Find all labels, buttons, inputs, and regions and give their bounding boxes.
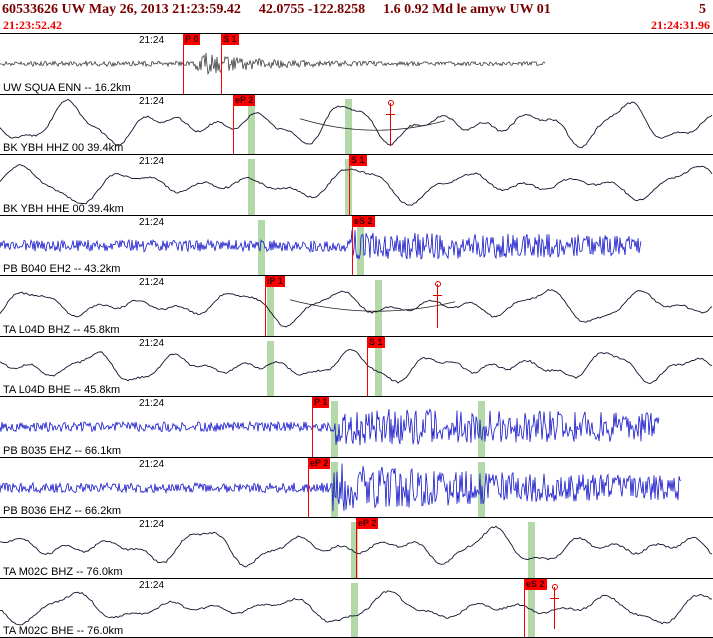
phase-pick-marker[interactable]: S 1 bbox=[349, 155, 367, 215]
time-range-bar: 21:23:52.42 21:24:31.96 bbox=[0, 19, 713, 33]
phase-pick-label: eP 2 bbox=[308, 457, 331, 469]
station-label: TA L04D BHZ -- 45.8km bbox=[3, 323, 120, 336]
phase-pick-marker[interactable]: eP 2 bbox=[308, 457, 331, 517]
time-tick-label: 21:24 bbox=[139, 579, 165, 591]
phase-pick-label: S 1 bbox=[221, 34, 239, 45]
event-count: 5 bbox=[699, 2, 706, 17]
station-label: BK YBH HHE 00 39.4km bbox=[3, 202, 124, 215]
trace-panel[interactable]: 21:24 PB B035 EHZ -- 66.1km P 1 bbox=[0, 396, 713, 457]
predicted-arrival-band bbox=[375, 340, 382, 396]
phase-pick-marker[interactable]: S 1 bbox=[221, 34, 239, 94]
phase-pick-label: eS 2 bbox=[524, 578, 547, 590]
predicted-arrival-band bbox=[267, 280, 274, 336]
time-tick-label: 21:24 bbox=[139, 35, 165, 46]
station-label: BK YBH HHZ 00 39.4km bbox=[3, 142, 124, 154]
predicted-arrival-band bbox=[258, 219, 265, 275]
time-tick-label: 21:24 bbox=[139, 398, 165, 409]
time-tick-label: 21:24 bbox=[139, 337, 165, 349]
phase-pick-marker[interactable]: P 1 bbox=[312, 397, 330, 457]
station-label: PB B036 EHZ -- 66.2km bbox=[3, 505, 121, 517]
predicted-arrival-band bbox=[478, 401, 485, 457]
phase-pick-label: S 1 bbox=[349, 155, 367, 166]
amplitude-mark[interactable] bbox=[433, 281, 442, 328]
station-label: TA M02C BHE -- 76.0km bbox=[3, 625, 124, 637]
time-tick-label: 21:24 bbox=[139, 216, 165, 228]
window-start-time: 21:23:52.42 bbox=[3, 18, 62, 32]
trace-panel[interactable]: 21:24 BK YBH HHE 00 39.4km S 1 bbox=[0, 154, 713, 215]
seismogram-waveform[interactable] bbox=[0, 155, 713, 215]
trace-panel[interactable]: 21:24 PB B036 EHZ -- 66.2km eP 2 bbox=[0, 456, 713, 518]
phase-pick-marker[interactable]: P 0 bbox=[183, 34, 201, 94]
seismogram-waveform[interactable] bbox=[0, 216, 713, 276]
time-tick-label: 21:24 bbox=[139, 519, 165, 530]
predicted-arrival-band bbox=[345, 159, 352, 215]
event-header: 60533626 UW May 26, 2013 21:23:59.42 42.… bbox=[0, 0, 713, 19]
time-tick-label: 21:24 bbox=[139, 156, 165, 167]
time-tick-label: 21:24 bbox=[139, 458, 165, 470]
seismogram-waveform[interactable] bbox=[0, 579, 713, 638]
predicted-arrival-band bbox=[351, 582, 358, 637]
seismogram-waveform[interactable] bbox=[0, 276, 713, 336]
event-summary: 60533626 UW May 26, 2013 21:23:59.42 bbox=[2, 2, 241, 17]
trace-panels: 21:24 UW SQUA ENN -- 16.2km P 0 S 1 21:24… bbox=[0, 33, 713, 638]
station-label: UW SQUA ENN -- 16.2km bbox=[3, 81, 131, 94]
time-tick-label: 21:24 bbox=[139, 277, 165, 288]
predicted-arrival-band bbox=[248, 159, 255, 215]
trace-panel[interactable]: 21:24 TA L04D BHZ -- 45.8km iP 1 bbox=[0, 275, 713, 336]
trace-panel[interactable]: 21:24 TA M02C BHZ -- 76.0km eP 2 bbox=[0, 517, 713, 578]
trace-panel[interactable]: 21:24 TA M02C BHE -- 76.0km eS 2 bbox=[0, 577, 713, 638]
seismogram-waveform[interactable] bbox=[0, 34, 713, 94]
trace-panel[interactable]: 21:24 PB B040 EH2 -- 43.2km eS 2 bbox=[0, 214, 713, 276]
predicted-arrival-band bbox=[267, 340, 274, 396]
predicted-arrival-band bbox=[528, 582, 535, 637]
seismogram-waveform[interactable] bbox=[0, 95, 713, 155]
station-label: TA M02C BHZ -- 76.0km bbox=[3, 565, 123, 578]
phase-pick-label: eP 2 bbox=[356, 518, 379, 529]
trace-panel[interactable]: 21:24 TA L04D BHE -- 45.8km S 1 bbox=[0, 335, 713, 397]
phase-pick-label: P 1 bbox=[312, 397, 330, 408]
phase-pick-label: iP 1 bbox=[265, 276, 285, 287]
phase-pick-marker[interactable]: eP 2 bbox=[356, 518, 379, 578]
predicted-arrival-band bbox=[248, 98, 255, 154]
seismogram-waveform[interactable] bbox=[0, 337, 713, 397]
predicted-arrival-band bbox=[351, 522, 358, 578]
station-label: PB B035 EHZ -- 66.1km bbox=[3, 444, 121, 457]
station-label: TA L04D BHE -- 45.8km bbox=[3, 384, 121, 396]
phase-pick-label: P 0 bbox=[183, 34, 201, 45]
trace-panel[interactable]: 21:24 UW SQUA ENN -- 16.2km P 0 S 1 bbox=[0, 33, 713, 94]
event-magnitude-info: 1.6 0.92 Md le amyw UW 01 bbox=[383, 2, 551, 17]
predicted-arrival-band bbox=[528, 522, 535, 578]
predicted-arrival-band bbox=[375, 280, 382, 336]
phase-pick-label: eP 2 bbox=[233, 94, 256, 106]
phase-pick-marker[interactable]: eP 2 bbox=[233, 94, 256, 154]
phase-pick-marker[interactable]: S 1 bbox=[367, 336, 385, 396]
trace-panel[interactable]: 21:24 BK YBH HHZ 00 39.4km eP 2 bbox=[0, 93, 713, 155]
seismogram-waveform[interactable] bbox=[0, 458, 713, 518]
phase-pick-marker[interactable]: iP 1 bbox=[265, 276, 285, 336]
amplitude-mark[interactable] bbox=[550, 583, 559, 629]
phase-pick-marker[interactable]: eS 2 bbox=[524, 578, 547, 637]
event-coordinates: 42.0755 -122.8258 bbox=[258, 2, 366, 17]
phase-pick-label: eS 2 bbox=[352, 215, 375, 227]
phase-pick-marker[interactable]: eS 2 bbox=[352, 215, 375, 275]
predicted-arrival-band bbox=[345, 98, 352, 154]
amplitude-mark[interactable] bbox=[386, 99, 395, 146]
phase-pick-label: S 1 bbox=[367, 336, 385, 348]
station-label: PB B040 EH2 -- 43.2km bbox=[3, 263, 121, 275]
seismogram-waveform[interactable] bbox=[0, 397, 713, 457]
window-end-time: 21:24:31.96 bbox=[651, 18, 710, 32]
time-tick-label: 21:24 bbox=[139, 95, 165, 107]
